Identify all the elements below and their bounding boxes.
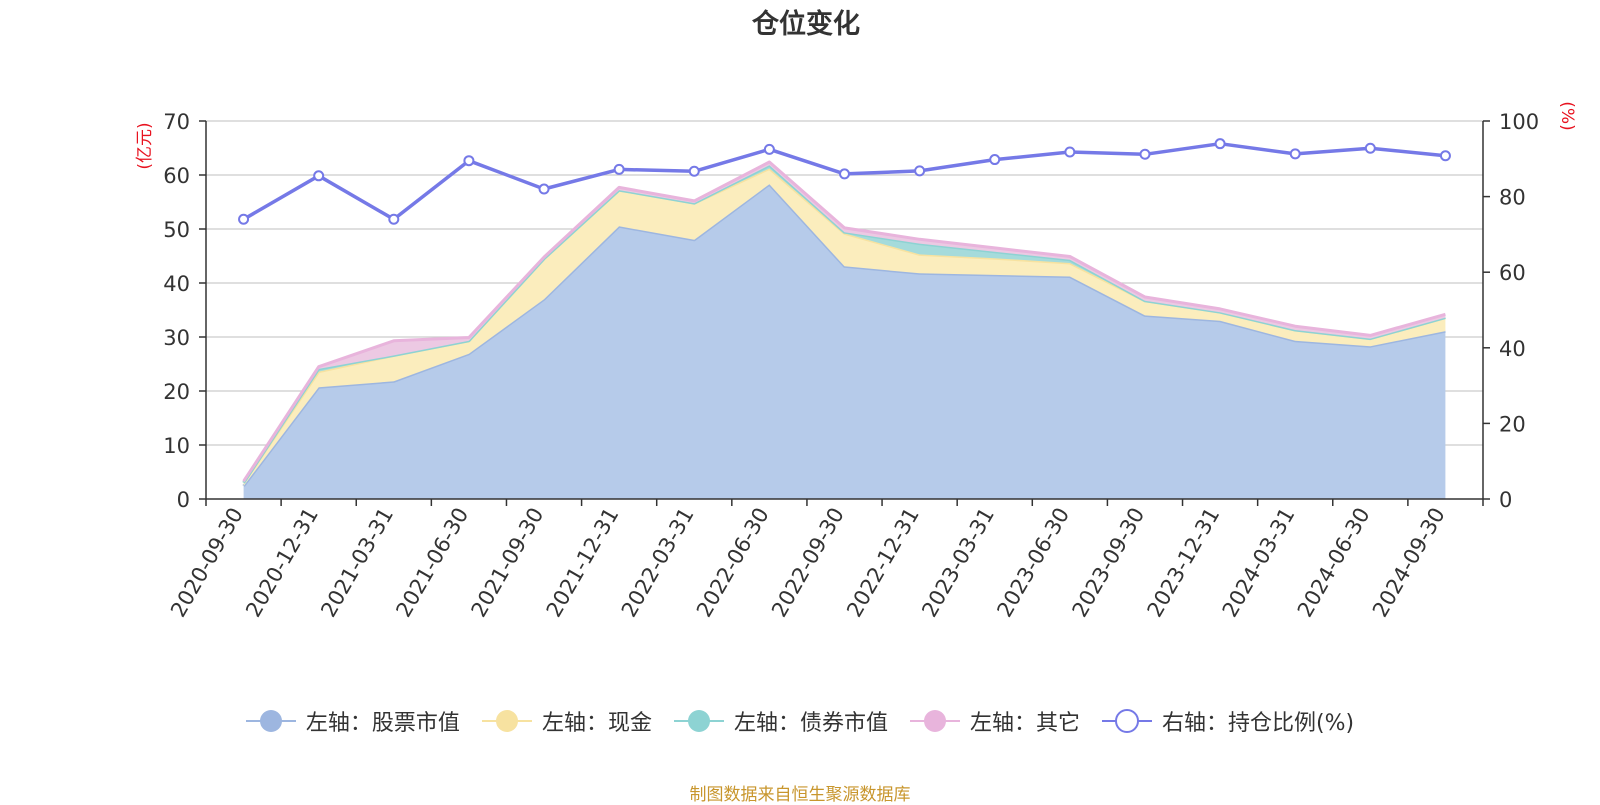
x-tick-label: 2020-09-30 xyxy=(166,504,248,622)
x-tick-label: 2023-09-30 xyxy=(1067,504,1149,622)
left-tick-label: 40 xyxy=(163,272,190,296)
x-tick-label: 2022-12-31 xyxy=(842,504,924,622)
ratio-point[interactable] xyxy=(989,154,1001,166)
ratio-point[interactable] xyxy=(763,143,775,155)
x-tick-label: 2023-06-30 xyxy=(992,504,1074,622)
left-tick-label: 20 xyxy=(163,380,190,404)
chart-title: 仓位变化 xyxy=(751,8,860,40)
x-tick-label: 2022-03-31 xyxy=(617,504,699,622)
source-footer: 制图数据来自恒生聚源数据库 xyxy=(689,785,911,805)
legend-label-cash: 左轴：现金 xyxy=(541,711,652,736)
x-tick-label: 2024-09-30 xyxy=(1368,504,1450,622)
ratio-point[interactable] xyxy=(914,165,926,177)
ratio-line xyxy=(242,141,1446,222)
legend-label-stock: 左轴：股票市值 xyxy=(305,711,460,736)
ratio-point[interactable] xyxy=(238,213,250,225)
left-tick-label: 10 xyxy=(163,434,190,458)
legend-label-bond: 左轴：债券市值 xyxy=(733,711,888,736)
left-tick-label: 60 xyxy=(163,164,190,188)
legend-item-bond[interactable]: 左轴：债券市值 xyxy=(673,705,888,737)
stacked-areas xyxy=(242,160,1446,499)
right-axis-unit: (%) xyxy=(1557,101,1577,130)
left-tick-label: 70 xyxy=(163,110,190,134)
legend-item-ratio[interactable]: 右轴：持仓比例(%) xyxy=(1101,705,1355,737)
x-tick-label: 2021-03-31 xyxy=(316,504,398,622)
ratio-point[interactable] xyxy=(613,163,625,175)
ratio-point[interactable] xyxy=(313,170,325,182)
legend-marker-stock xyxy=(245,710,296,732)
right-tick-label: 100 xyxy=(1499,110,1539,134)
ratio-point[interactable] xyxy=(688,165,700,177)
right-tick-label: 40 xyxy=(1499,337,1526,361)
legend-marker-other xyxy=(909,710,960,732)
left-axis-unit: (亿元) xyxy=(135,122,155,169)
x-tick-label: 2021-12-31 xyxy=(542,504,624,622)
legend-item-cash[interactable]: 左轴：现金 xyxy=(481,705,652,737)
left-tick-label: 50 xyxy=(163,218,190,242)
area-series-1 xyxy=(243,168,1446,486)
left-tick-label: 0 xyxy=(177,488,190,512)
ratio-point[interactable] xyxy=(538,183,550,195)
ratio-point[interactable] xyxy=(1439,150,1451,162)
ratio-point[interactable] xyxy=(1214,138,1226,150)
area-edge-3 xyxy=(242,160,1446,483)
right-tick-label: 20 xyxy=(1499,412,1526,436)
legend-item-stock[interactable]: 左轴：股票市值 xyxy=(245,705,460,737)
right-tick-label: 0 xyxy=(1499,488,1512,512)
ratio-point[interactable] xyxy=(1064,146,1076,158)
position-ratio-line xyxy=(238,138,1451,225)
legend: 左轴：股票市值 左轴：现金 左轴：债券市值 左轴：其它 右轴：持仓比例(%) xyxy=(0,704,1600,738)
ratio-point[interactable] xyxy=(839,168,850,180)
x-tick-label: 2024-03-31 xyxy=(1218,504,1300,622)
x-tick-label: 2023-12-31 xyxy=(1143,504,1225,622)
legend-marker-bond xyxy=(673,710,724,732)
right-tick-label: 80 xyxy=(1499,186,1526,210)
ratio-point[interactable] xyxy=(1139,148,1151,160)
area-series-0 xyxy=(243,184,1446,499)
right-tick-label: 60 xyxy=(1499,261,1526,285)
ratio-point[interactable] xyxy=(1289,148,1301,160)
x-tick-label: 2022-09-30 xyxy=(767,504,849,622)
x-tick-label: 2024-06-30 xyxy=(1293,504,1375,622)
legend-item-other[interactable]: 左轴：其它 xyxy=(909,705,1080,737)
x-tick-label: 2023-03-31 xyxy=(917,504,999,622)
legend-marker-cash xyxy=(481,710,532,732)
x-tick-label: 2021-06-30 xyxy=(391,503,473,621)
legend-label-other: 左轴：其它 xyxy=(969,711,1080,736)
ratio-point[interactable] xyxy=(463,155,475,167)
legend-label-ratio: 右轴：持仓比例(%) xyxy=(1161,711,1355,736)
legend-marker-ratio xyxy=(1101,709,1152,733)
ratio-point[interactable] xyxy=(388,213,400,225)
x-tick-label: 2020-12-31 xyxy=(241,504,323,622)
left-tick-label: 30 xyxy=(163,326,190,350)
x-tick-label: 2021-09-30 xyxy=(467,504,549,622)
x-tick-label: 2022-06-30 xyxy=(692,504,774,622)
ratio-point[interactable] xyxy=(1364,142,1376,154)
